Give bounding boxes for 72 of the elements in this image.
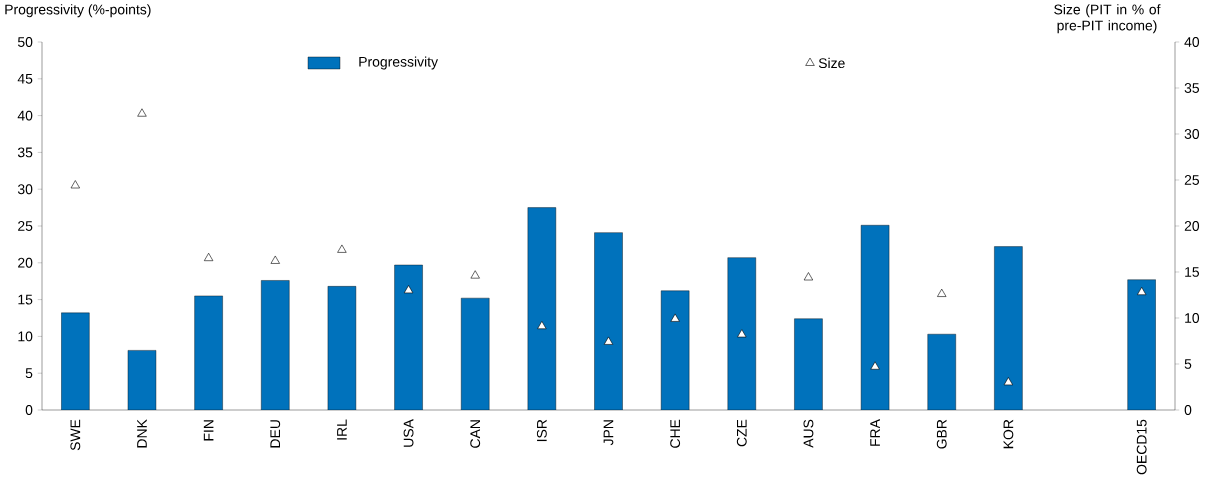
y-axis-title: Progressivity (%-points) [5,4,151,18]
x-tick-label: CAN [470,420,481,448]
x-tick-label: IRL [337,419,347,440]
bar [594,232,623,410]
y-tick-label: 30 [17,184,33,195]
point [1137,286,1147,296]
point [403,285,414,294]
bar [194,295,223,410]
y2-tick-label: 0 [1184,405,1192,415]
y-tick-label: 0 [25,405,33,415]
point [737,329,747,338]
y-tick-label: 15 [18,294,33,305]
y-tick-label: 20 [18,257,33,268]
point [803,272,814,281]
x-tick-label: OECD15 [1136,419,1147,475]
y2-tick-label: 15 [1185,267,1200,277]
bar [661,290,690,410]
bar [261,280,290,410]
x-tick-label: ISR [536,419,547,442]
bar [1127,279,1156,410]
point [1003,377,1014,386]
point [537,320,547,330]
bar [794,318,823,410]
x-tick-label: GBR [936,419,947,449]
bar [727,257,756,410]
y-tick-label: 50 [17,37,33,47]
y2-tick-label: 35 [1184,83,1200,93]
x-tick-label: DEU [270,420,281,448]
point [470,270,480,279]
point [670,313,680,322]
bar [394,265,423,410]
point [603,336,614,345]
x-tick-label: FRA [870,419,880,446]
y2-tick-label: 40 [1184,37,1200,47]
y-tick-label: 10 [18,331,33,342]
x-tick-label: JPN [603,420,614,446]
x-tick-label: CZE [736,419,747,447]
y2-tick-label: 5 [1184,359,1192,369]
x-tick-label: KOR [1003,419,1014,449]
y2-tick-label: 30 [1184,129,1200,139]
bar [927,334,956,410]
bar [127,350,156,410]
x-tick-label: AUS [803,419,814,448]
x-tick-label: DNK [137,419,147,448]
bar [861,225,890,410]
bar [461,298,490,410]
y-tick-label: 35 [17,147,33,158]
point [337,244,347,253]
y-tick-label: 25 [18,221,33,231]
y2-axis-title: Size (PIT in % of pre-PIT income) [1054,4,1161,34]
point [203,252,214,261]
y2-tick-label: 20 [1184,221,1200,231]
y-tick-label: 40 [17,110,33,121]
point [270,255,280,264]
y2-tick-label: 25 [1184,175,1200,185]
x-tick-label: SWE [70,419,81,451]
x-tick-label: CHE [670,419,681,448]
point [137,108,147,117]
point [870,361,880,370]
legend-label: Progressivity [359,56,439,70]
x-tick-label: FIN [203,420,214,441]
bar [527,207,556,410]
point [70,180,80,189]
y-tick-label: 45 [17,73,33,84]
y-tick-label: 5 [25,368,33,379]
bar [327,286,356,410]
point [937,288,947,297]
y2-tick-label: 10 [1185,313,1200,323]
x-tick-label: USA [403,419,414,447]
legend-label: Size [818,57,845,69]
bar [61,312,90,410]
bar [994,246,1023,410]
